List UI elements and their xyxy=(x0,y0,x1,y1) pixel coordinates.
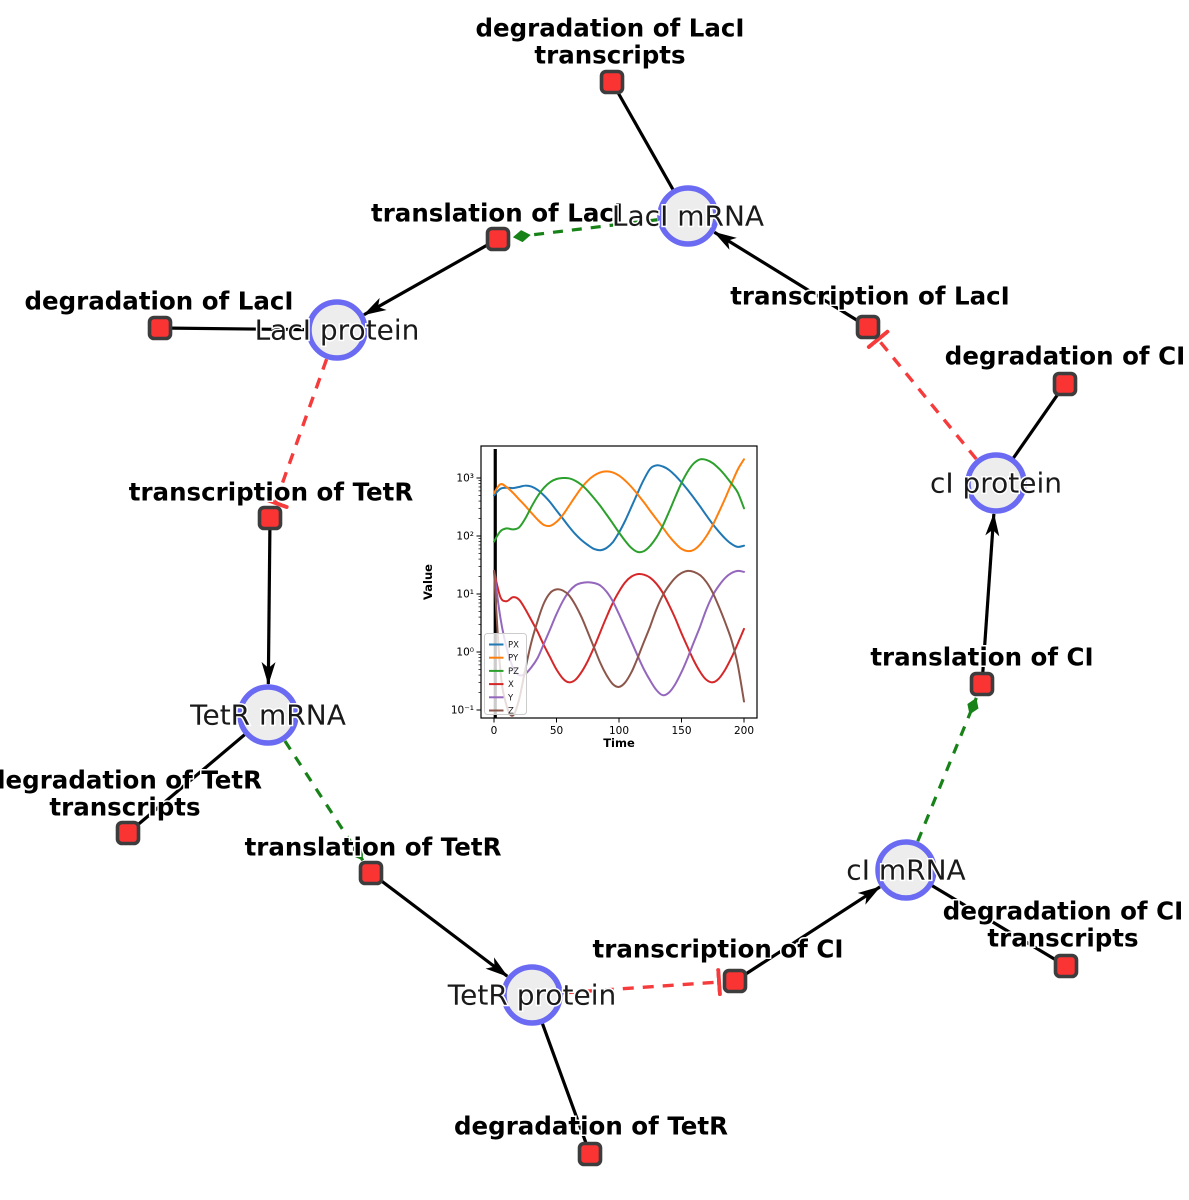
reaction-node-transcription-of-tetr xyxy=(257,505,283,531)
reaction-label-degradation-of-ci-transcripts-line1: degradation of CI xyxy=(943,897,1183,926)
reaction-label-degradation-of-laci-transcripts-line2: transcripts xyxy=(534,41,685,70)
edge-production-translation-of-ci-to-ci-protein xyxy=(981,512,1000,674)
reaction-label-degradation-of-ci-line1: degradation of CI xyxy=(945,342,1185,371)
edge-consumption-degradation-of-ci-transcripts-to-ci-mrna xyxy=(905,868,1067,968)
species-node-laci-protein xyxy=(306,299,368,361)
edge-inhibition-ci-protein-to-transcription-of-laci xyxy=(866,329,978,461)
reaction-label-transcription-of-tetr-line1: transcription of TetR xyxy=(129,478,414,507)
species-label-tetr-protein: TetR protein xyxy=(447,979,616,1012)
reaction-node-degradation-of-laci xyxy=(147,315,173,341)
series-line-Z xyxy=(493,569,745,717)
x-axis-label: Time xyxy=(603,736,635,750)
plot-legend: PX PY PZ XYZ xyxy=(484,633,527,717)
species-node-ci-protein xyxy=(965,452,1027,514)
reaction-node-transcription-of-laci xyxy=(855,314,881,340)
y-tick-label: 10¹ xyxy=(456,589,474,601)
legend-label-Y: Y xyxy=(507,693,514,703)
x-tick-label: 50 xyxy=(550,725,563,737)
reaction-node-degradation-of-tetr xyxy=(577,1141,603,1167)
edge-production-translation-of-laci-to-laci-protein xyxy=(363,243,490,317)
y-tick-label: 10² xyxy=(456,531,474,543)
species-label-ci-protein: cI protein xyxy=(930,467,1062,500)
reaction-node-translation-of-ci xyxy=(969,671,995,697)
species-node-ci-mrna xyxy=(875,839,937,901)
reaction-label-transcription-of-ci-line1: transcription of CI xyxy=(593,935,844,964)
reaction-label-degradation-of-laci-transcripts-line1: degradation of LacI xyxy=(475,14,744,43)
y-axis-label: Value xyxy=(421,564,435,600)
reaction-node-translation-of-laci xyxy=(485,226,511,252)
reaction-node-translation-of-tetr xyxy=(358,860,384,886)
species-label-laci-protein: LacI protein xyxy=(255,314,420,347)
y-tick-label: 10⁻¹ xyxy=(451,705,474,717)
species-label-ci-mrna: cI mRNA xyxy=(846,854,965,887)
reaction-label-degradation-of-laci-line1: degradation of LacI xyxy=(24,287,293,316)
legend-label-PY: PY xyxy=(508,654,519,664)
legend-label-PZ: PZ xyxy=(508,667,519,677)
reaction-node-degradation-of-tetr-transcripts xyxy=(115,820,141,846)
species-node-tetr-protein xyxy=(501,964,563,1026)
edge-catalysis-laci-mrna-to-translation-of-laci xyxy=(512,218,658,243)
edge-production-translation-of-tetr-to-tetr-protein xyxy=(378,878,509,978)
edge-inhibition-tetr-protein-to-transcription-of-ci xyxy=(562,968,722,997)
reaction-node-degradation-of-ci xyxy=(1052,371,1078,397)
edge-inhibition-laci-protein-to-transcription-of-tetr xyxy=(262,358,329,509)
inline-plot: 0 50 100 150 20010⁻¹10⁰10¹10²10³TimeValuePXP… xyxy=(421,445,758,750)
reaction-node-degradation-of-ci-transcripts xyxy=(1053,953,1079,979)
reaction-node-degradation-of-laci-transcripts xyxy=(599,69,625,95)
plot-ticks xyxy=(476,477,745,723)
x-tick-label: 150 xyxy=(671,725,691,737)
series-line-Y xyxy=(493,569,745,697)
reaction-label-translation-of-laci-line1: translation of LacI xyxy=(371,199,623,228)
legend-label-PX: PX xyxy=(508,641,519,651)
y-tick-label: 10⁰ xyxy=(456,647,474,659)
x-tick-label: 200 xyxy=(734,725,754,737)
reaction-label-degradation-of-tetr-transcripts-line1: degradation of TetR xyxy=(0,766,262,795)
reaction-node-transcription-of-ci xyxy=(722,968,748,994)
series-line-PZ xyxy=(493,458,745,554)
x-tick-label: 0 xyxy=(491,725,498,737)
species-node-tetr-mrna xyxy=(237,684,299,746)
reaction-label-translation-of-tetr-line1: translation of TetR xyxy=(245,833,502,862)
plot-series xyxy=(493,449,745,718)
y-tick-label: 10³ xyxy=(456,473,474,485)
series-line-PY xyxy=(493,458,745,553)
edge-production-transcription-of-laci-to-laci-mrna xyxy=(713,230,860,323)
edge-catalysis-ci-mrna-to-translation-of-ci xyxy=(916,697,979,842)
nodes-layer xyxy=(115,69,1079,1167)
legend-label-Z: Z xyxy=(508,707,514,717)
reaction-label-translation-of-ci-line1: translation of CI xyxy=(870,643,1093,672)
reaction-label-degradation-of-tetr-line1: degradation of TetR xyxy=(454,1112,728,1141)
legend-box xyxy=(484,633,527,715)
edge-catalysis-tetr-mrna-to-translation-of-tetr xyxy=(283,740,365,862)
species-label-tetr-mrna: TetR mRNA xyxy=(189,699,346,732)
legend-label-X: X xyxy=(508,680,514,690)
reaction-label-degradation-of-ci-transcripts-line2: transcripts xyxy=(987,924,1138,953)
species-label-laci-mrna: LacI mRNA xyxy=(612,200,764,233)
species-node-laci-mrna xyxy=(657,185,719,247)
reaction-label-degradation-of-tetr-transcripts-line2: transcripts xyxy=(49,793,200,822)
edge-production-transcription-of-ci-to-ci-mrna xyxy=(743,885,881,977)
edge-production-transcription-of-tetr-to-tetr-mrna xyxy=(261,528,276,686)
labels-layer: degradation of LacItranscriptstranslatio… xyxy=(0,12,1187,1142)
x-tick-label: 100 xyxy=(609,725,629,737)
reaction-label-transcription-of-laci-line1: transcription of LacI xyxy=(730,282,1010,311)
